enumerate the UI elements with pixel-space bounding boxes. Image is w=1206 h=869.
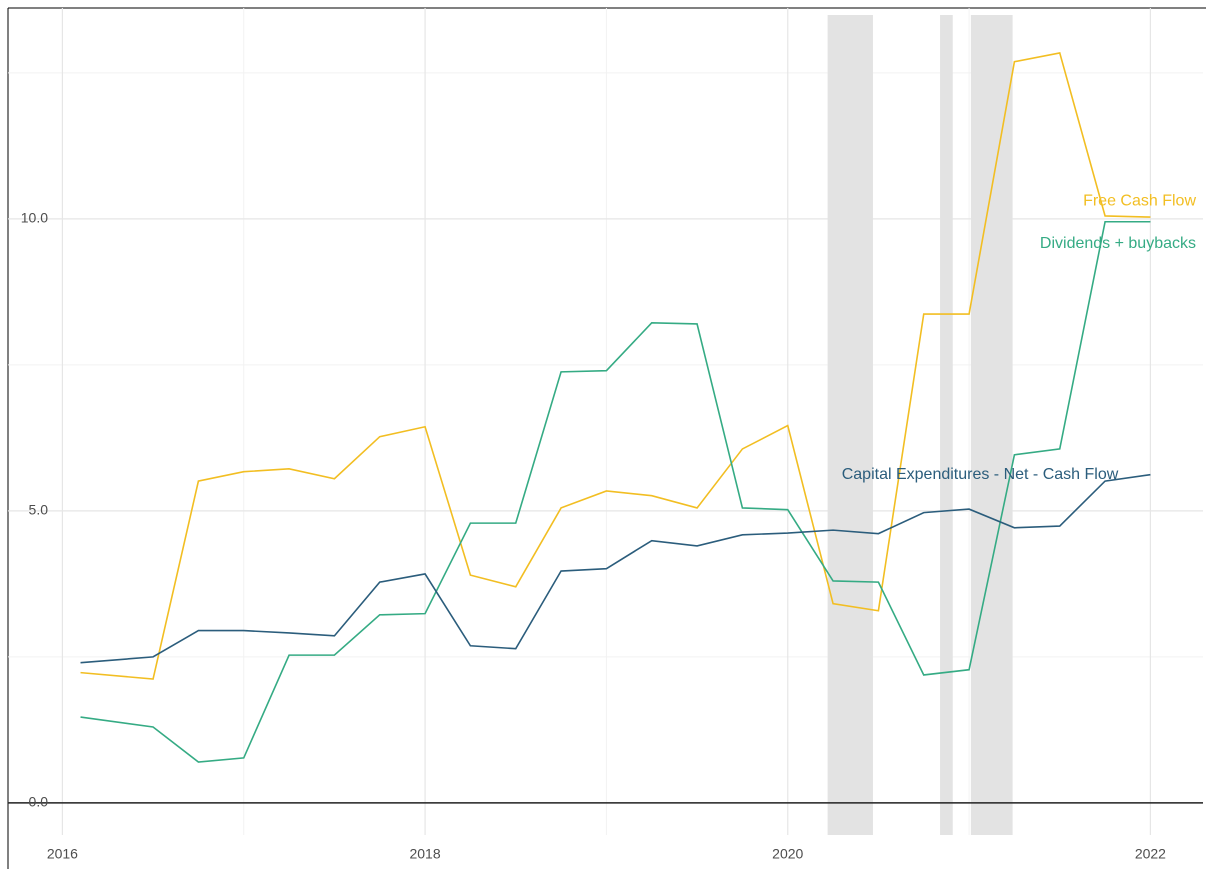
x-tick-label: 2022 (1135, 846, 1166, 862)
y-tick-label: 5.0 (29, 502, 49, 518)
x-tick-label: 2018 (409, 846, 440, 862)
series-label: Capital Expenditures - Net - Cash Flow (842, 466, 1119, 483)
shaded-region (940, 15, 953, 835)
y-tick-label: 0.0 (29, 794, 49, 810)
series-line (80, 52, 1151, 680)
x-tick-label: 2020 (772, 846, 803, 862)
shaded-region (970, 15, 1013, 835)
series-label: Dividends + buybacks (1040, 235, 1196, 252)
series-line (80, 473, 1151, 664)
series-line (80, 220, 1151, 763)
series-label: Free Cash Flow (1083, 192, 1196, 209)
y-tick-label: 10.0 (21, 210, 48, 226)
shaded-region (827, 15, 873, 835)
x-tick-label: 2016 (47, 846, 78, 862)
